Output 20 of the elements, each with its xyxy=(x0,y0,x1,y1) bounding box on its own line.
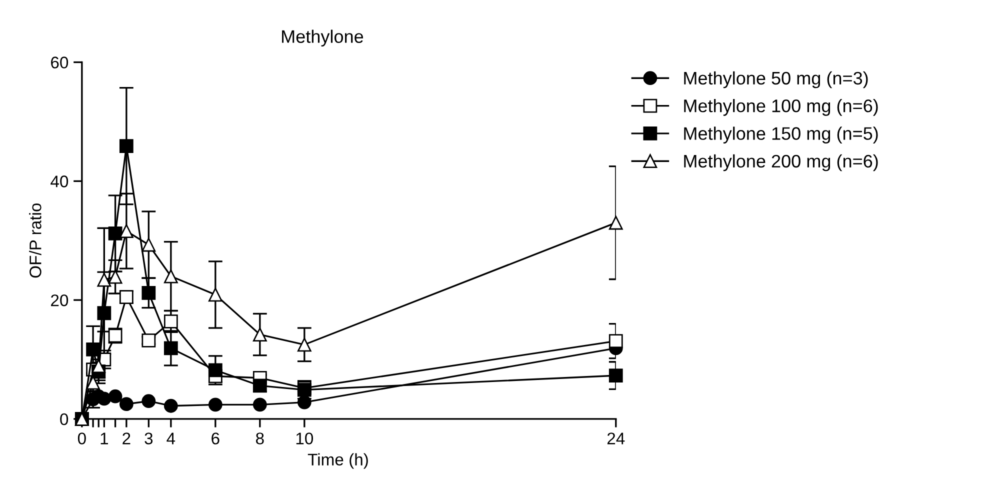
y-tick-label: 40 xyxy=(50,176,68,188)
x-tick-label: 0 xyxy=(78,432,86,444)
legend-label: Methylone 50 mg (n=3) xyxy=(684,71,868,88)
x-tick-label: 10 xyxy=(296,432,314,444)
legend-label: Methylone 200 mg (n=6) xyxy=(684,154,878,172)
y-tick-label: 20 xyxy=(51,294,68,306)
x-axis-title: Time (h) xyxy=(308,453,368,469)
x-tick-label: 8 xyxy=(256,432,264,444)
x-tick-label: 3 xyxy=(144,432,153,444)
y-axis-title: OF/P ratio xyxy=(29,203,42,278)
x-tick-label: 6 xyxy=(212,432,220,444)
legend-label: Methylone 100 mg (n=6) xyxy=(684,99,878,116)
chart-title: Methylone xyxy=(282,30,364,47)
x-tick-label: 4 xyxy=(166,432,176,444)
x-tick-label: 2 xyxy=(122,432,130,444)
x-tick-label: 1 xyxy=(100,432,108,444)
y-tick-label: 60 xyxy=(51,56,68,68)
x-tick-label: 24 xyxy=(607,432,625,444)
y-tick-label: 0 xyxy=(60,413,68,426)
legend-label: Methylone 150 mg (n=5) xyxy=(684,126,878,144)
